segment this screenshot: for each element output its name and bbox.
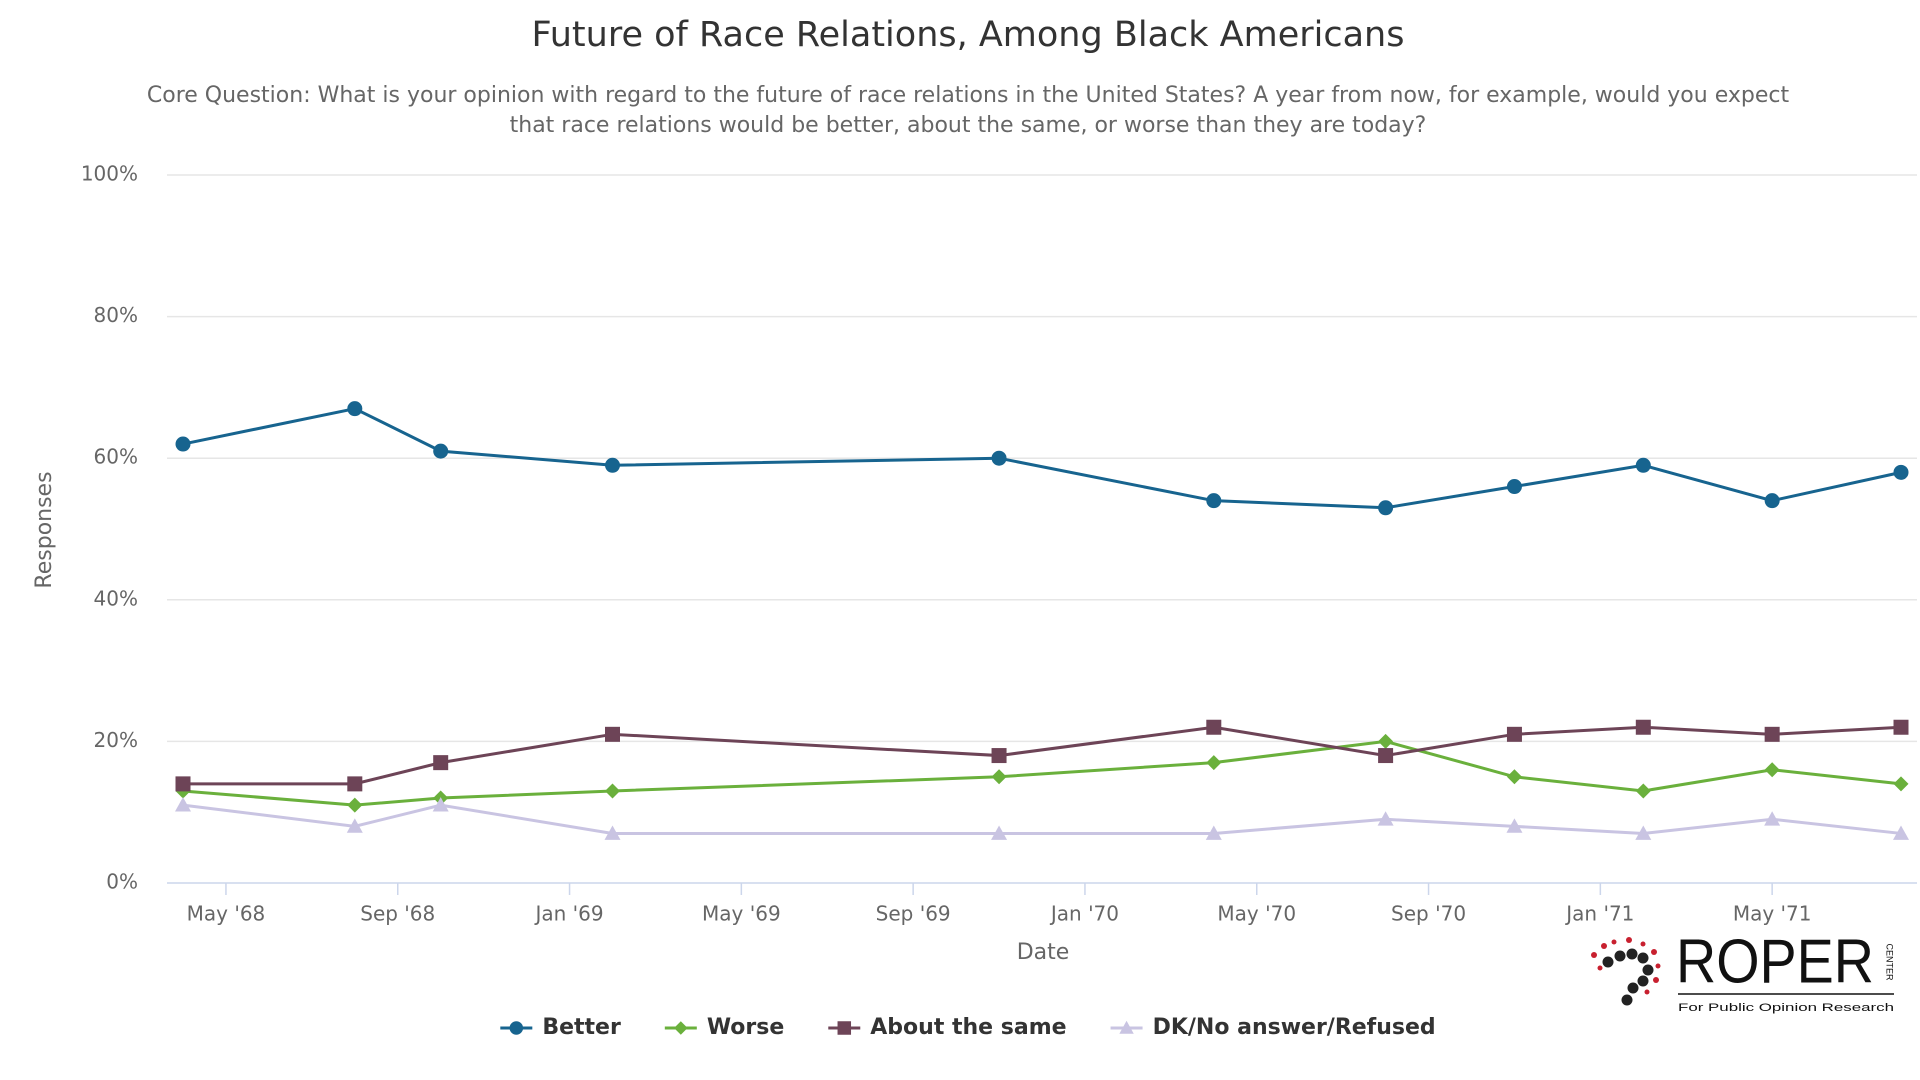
point	[175, 776, 191, 792]
point	[1506, 479, 1522, 495]
point	[1635, 825, 1652, 840]
legend-item[interactable]: Worse	[664, 1015, 784, 1040]
point	[991, 748, 1007, 764]
point	[1206, 493, 1222, 509]
point	[991, 450, 1007, 466]
point	[1893, 776, 1909, 792]
point	[1764, 493, 1780, 509]
point	[1893, 464, 1909, 480]
legend: Better Worse About the same DK/No answer/Re…	[500, 1015, 1436, 1040]
point	[1206, 755, 1222, 771]
point	[1893, 825, 1909, 840]
legend-item[interactable]: Better	[500, 1015, 621, 1040]
x-tick-label: Sep '70	[1391, 902, 1466, 926]
point	[605, 726, 620, 742]
x-tick-label: Jan '71	[1564, 902, 1634, 926]
point	[347, 776, 363, 792]
legend-label: Worse	[707, 1015, 784, 1040]
point	[1635, 783, 1651, 799]
x-tick-label: May '69	[702, 902, 781, 926]
logo-tagline: For Public Opinion Research	[1678, 1002, 1894, 1014]
point	[674, 1021, 688, 1035]
y-axis-title: Responses	[32, 471, 57, 588]
logo-name: ROPER	[1676, 927, 1874, 996]
y-tick-label: 20%	[94, 728, 138, 752]
y-tick-label: 0%	[106, 870, 138, 894]
point	[1764, 762, 1780, 778]
legend-label: Better	[542, 1015, 621, 1040]
x-tick-label: May '68	[187, 902, 266, 926]
chart-subtitle: Core Question: What is your opinion with…	[147, 83, 1790, 108]
point	[1764, 726, 1780, 742]
point	[1206, 719, 1222, 735]
x-tick-label: May '71	[1733, 902, 1812, 926]
point	[837, 1021, 852, 1035]
point	[605, 783, 620, 799]
point	[346, 818, 363, 833]
legend-item[interactable]: DK/No answer/Refused	[1110, 1015, 1436, 1040]
point	[433, 443, 449, 459]
chart-subtitle: that race relations would be better, abo…	[510, 113, 1427, 138]
chart-title: Future of Race Relations, Among Black Am…	[532, 15, 1405, 55]
point	[1378, 733, 1394, 749]
x-tick-label: May '70	[1217, 902, 1296, 926]
point	[1506, 726, 1522, 742]
point	[1377, 811, 1394, 826]
logo: ROPER For Public Opinion Research CENTER	[1591, 927, 1895, 1014]
point	[1205, 825, 1222, 840]
x-tick-label: Sep '69	[876, 902, 951, 926]
point	[991, 769, 1007, 785]
point	[991, 825, 1008, 840]
logo-side: CENTER	[1885, 943, 1895, 981]
point	[347, 401, 363, 417]
point	[1764, 811, 1781, 826]
point	[605, 457, 620, 473]
point	[1506, 818, 1523, 833]
point	[433, 755, 449, 771]
x-tick-label: Jan '70	[1049, 902, 1119, 926]
y-tick-label: 80%	[94, 303, 138, 327]
point	[175, 797, 191, 812]
legend-item[interactable]: About the same	[828, 1015, 1067, 1040]
point	[1635, 719, 1651, 735]
point	[604, 825, 621, 840]
y-tick-label: 40%	[94, 586, 138, 610]
point	[175, 436, 191, 452]
y-tick-label: 60%	[94, 445, 138, 469]
legend-label: About the same	[870, 1015, 1066, 1040]
point	[1893, 719, 1909, 735]
point	[1378, 500, 1394, 516]
x-tick-label: Jan '69	[533, 902, 603, 926]
point	[509, 1021, 524, 1035]
point	[1119, 1020, 1134, 1034]
legend-label: DK/No answer/Refused	[1153, 1015, 1436, 1040]
point	[347, 797, 363, 813]
x-axis-title: Date	[1017, 940, 1070, 965]
x-tick-label: Sep '68	[360, 902, 435, 926]
point	[1506, 769, 1522, 785]
point	[1635, 457, 1651, 473]
y-tick-label: 100%	[81, 162, 138, 186]
point	[1378, 748, 1394, 764]
point	[432, 797, 449, 812]
